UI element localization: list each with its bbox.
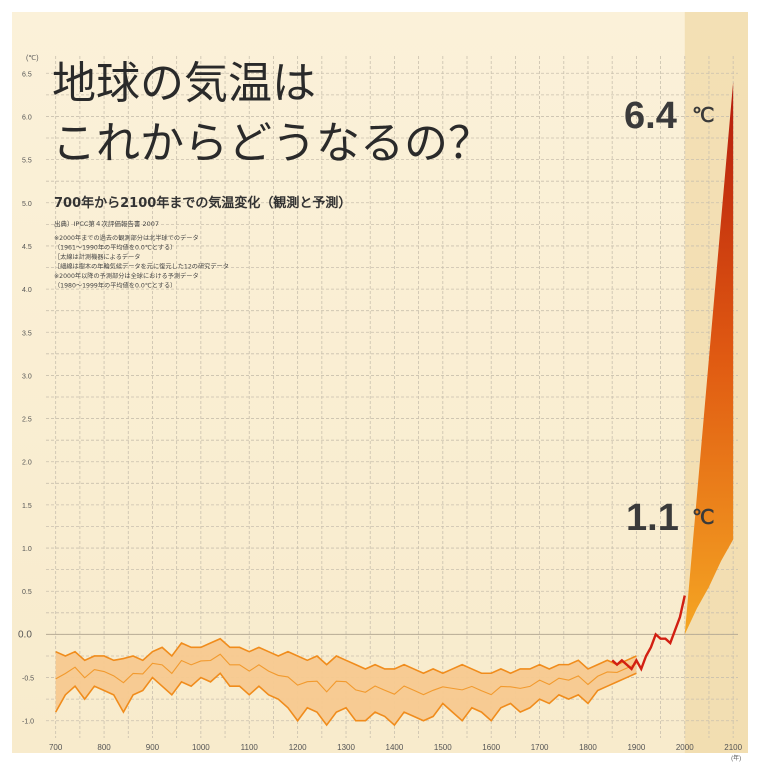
- y-tick-label: 1.0: [22, 546, 32, 553]
- y-tick-label: 4.0: [22, 287, 32, 294]
- notes-block: ※2000年までの過去の観測部分は北半球でのデータ （1961～1990年の平均値…: [54, 234, 229, 290]
- x-tick-label: 700: [49, 743, 63, 752]
- x-tick-label: 800: [97, 743, 111, 752]
- y-tick-label: 2.0: [22, 460, 32, 467]
- projection-fan: [684, 81, 734, 635]
- y-tick-label: 0.0: [18, 629, 32, 640]
- y-tick-label: 3.0: [22, 373, 32, 380]
- y-tick-label: 3.5: [22, 330, 32, 337]
- y-tick-label: 5.0: [22, 201, 32, 208]
- y-tick-label: -0.5: [22, 676, 34, 683]
- x-tick-label: 1200: [289, 743, 307, 752]
- y-tick-label: 6.0: [22, 114, 32, 121]
- y-tick-label: 5.5: [22, 158, 32, 165]
- label-low-unit: ℃: [692, 507, 714, 529]
- x-unit: (年): [731, 754, 741, 762]
- x-tick-label: 1000: [192, 743, 210, 752]
- x-tick-label: 1600: [482, 743, 500, 752]
- label-low-value: 1.1: [626, 497, 679, 539]
- label-high-unit: ℃: [692, 105, 714, 127]
- y-unit: (℃): [26, 55, 39, 62]
- source-note: 出典）IPCC第４次評価報告書 2007: [54, 219, 159, 228]
- y-axis: 6.5 6.0 5.5 5.0 4.5 4.0 3.5 3.0 2.5 2.0 1.5 1.0 0.5 0…: [18, 71, 34, 725]
- x-tick-label: 1700: [531, 743, 549, 752]
- chart-title-line1: 地球の気温は: [52, 58, 316, 109]
- y-tick-label: 0.5: [22, 589, 32, 596]
- y-tick-label: -1.0: [22, 719, 34, 726]
- plot-background: [12, 12, 748, 753]
- y-tick-label: 6.5: [22, 71, 32, 78]
- x-tick-label: 1800: [579, 743, 597, 752]
- x-tick-label: 2000: [676, 743, 694, 752]
- x-tick-label: 1300: [337, 743, 355, 752]
- note-line: ［細線は樹木の年輪気候データを元に復元した12の研究データ: [54, 263, 229, 271]
- chart-title-line2: これからどうなるの？: [52, 118, 492, 169]
- reconstruction-lower-line: [54, 672, 637, 727]
- grid: [46, 56, 738, 738]
- x-tick-label: 1100: [241, 743, 259, 752]
- note-line: （1961～1990年の平均値を0.0℃とする）: [54, 244, 176, 252]
- y-tick-label: 2.5: [22, 417, 32, 424]
- note-line: ※2000年以降の予測部分は全球における予測データ: [54, 272, 199, 280]
- x-tick-label: 1400: [386, 743, 404, 752]
- chart-subtitle: 700年から2100年までの気温変化（観測と予測）: [54, 195, 351, 211]
- reconstruction-mid-line: [55, 653, 637, 696]
- y-tick-label: 1.5: [22, 503, 32, 510]
- x-tick-label: 2100: [724, 743, 742, 752]
- x-tick-label: 1900: [627, 743, 645, 752]
- reconstruction-upper-line: [55, 637, 637, 675]
- note-line: ※2000年までの過去の観測部分は北半球でのデータ: [54, 234, 199, 242]
- y-tick-label: 4.5: [22, 244, 32, 251]
- label-high-value: 6.4: [624, 95, 677, 137]
- instrumental-line: [611, 595, 686, 672]
- note-line: （1980～1999年の平均値を0.0℃とする）: [54, 282, 176, 290]
- note-line: ［太線は計測機器によるデータ: [54, 253, 140, 261]
- x-tick-label: 900: [146, 743, 160, 752]
- series-layer: [54, 81, 734, 727]
- x-axis: 700 800 900 1000 1100 1200 1300 1400 1500 1600 170…: [49, 743, 743, 752]
- x-tick-label: 1500: [434, 743, 452, 752]
